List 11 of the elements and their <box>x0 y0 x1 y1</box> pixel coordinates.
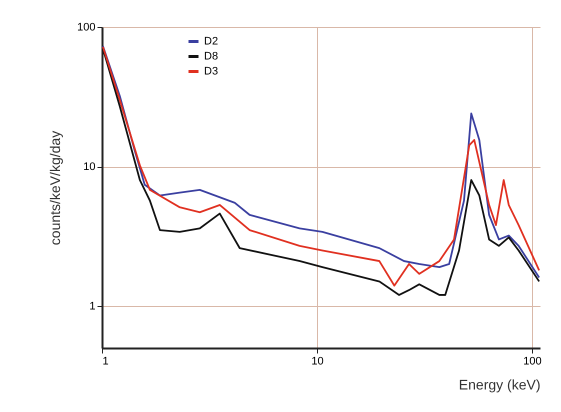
legend-label: D8 <box>204 50 218 62</box>
y-tick-label: 10 <box>83 161 96 174</box>
y-tick-label: 1 <box>89 300 96 313</box>
x-tick-label: 100 <box>523 356 542 368</box>
legend-label: D2 <box>204 36 218 48</box>
x-tick-label: 1 <box>102 356 109 368</box>
legend-label: D3 <box>204 66 218 78</box>
y-tick-label: 100 <box>77 22 96 34</box>
x-axis-title: Energy (keV) <box>458 376 540 392</box>
x-tick-label: 10 <box>311 356 324 368</box>
y-axis-title: counts/keV/kg/day <box>47 130 64 246</box>
